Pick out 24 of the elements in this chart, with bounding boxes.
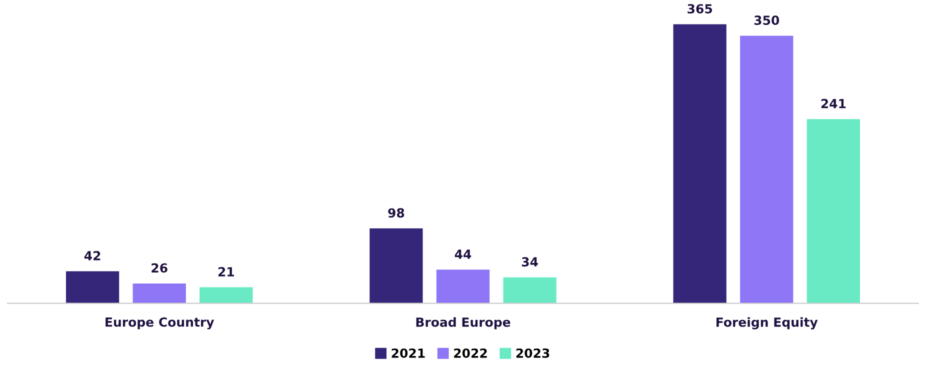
bar [806,119,860,304]
data-label: 44 [454,250,472,259]
bar [370,228,423,304]
bar [436,270,490,304]
bar [66,271,120,304]
x-tick-label: Broad Europe [416,317,510,330]
data-label: 365 [688,4,712,14]
bar [132,283,186,304]
data-label: 21 [218,267,234,276]
bar [740,36,794,304]
x-tick-label: Europe Country [106,317,214,330]
data-label: 98 [388,208,404,218]
x-tick-label: Foreign Equity [716,317,818,330]
legend-label: 2021 [392,348,425,358]
bar [200,287,253,304]
bar [503,277,556,304]
data-label: 350 [754,16,780,25]
legend-label: 2023 [516,348,550,358]
data-label: 241 [821,98,846,108]
data-label: 34 [522,257,538,267]
legend-label: 2022 [454,348,487,358]
data-label: 42 [84,251,100,260]
bar [673,24,726,304]
data-label: 26 [152,263,168,273]
